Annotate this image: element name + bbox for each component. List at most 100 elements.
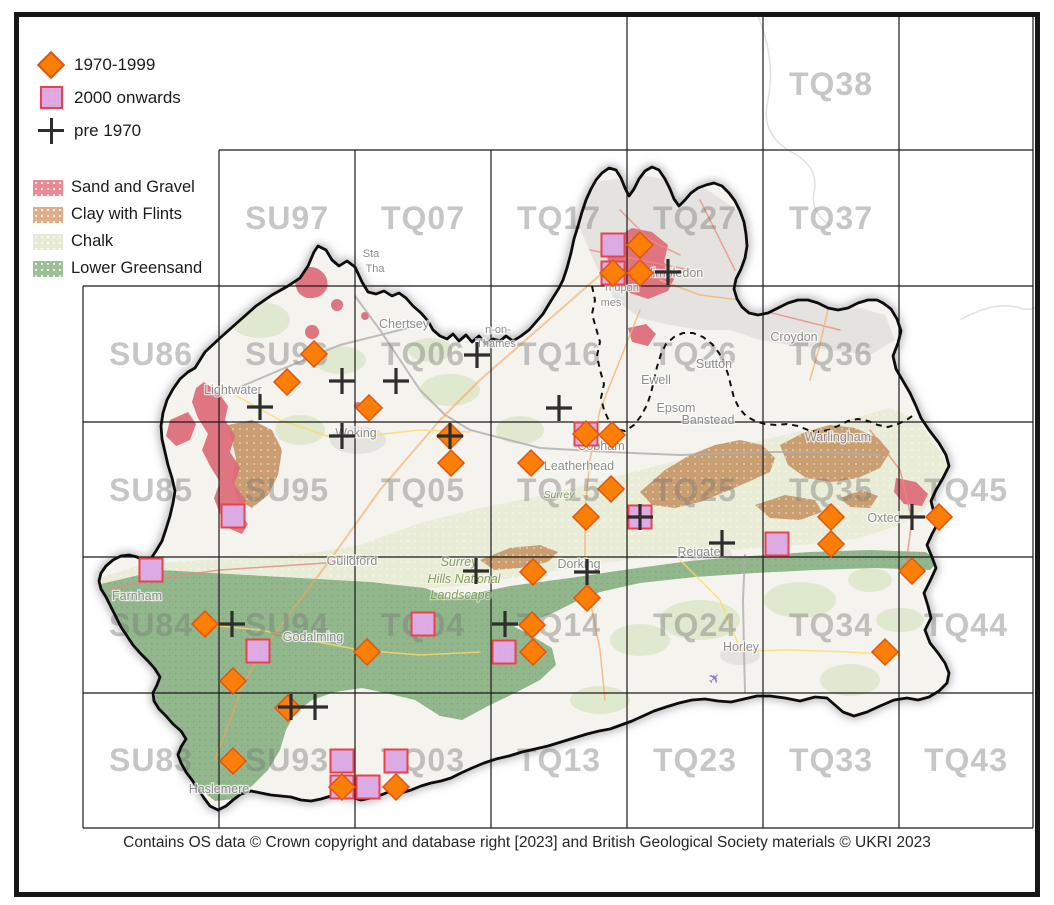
marker-diamond-1970-1999 [924,502,954,532]
marker-square-2000-onwards [220,503,246,529]
grid-square-label: TQ15 [517,472,601,508]
marker-diamond-1970-1999 [272,367,302,397]
town-label: mes [601,297,622,309]
grid-square-label: TQ27 [653,200,737,236]
grid-square-label: TQ16 [517,336,601,372]
grid-square-label: TQ34 [789,607,873,643]
sand-gravel-swatch [33,179,63,196]
town-label: Thames [476,338,516,350]
marker-square-2000-onwards [600,232,626,258]
town-label: Croydon [770,330,817,344]
cross-icon [36,117,66,144]
town-label: Hills National [428,572,502,586]
attribution-caption: Contains OS data © Crown copyright and d… [123,834,931,851]
marker-diamond-1970-1999 [218,666,248,696]
town-label: Sta [363,248,380,260]
town-label: Lightwater [204,383,262,397]
marker-square-2000-onwards [355,774,381,800]
town-labels: LightwaterChertseyWokingCobhamWimbledonE… [111,247,902,798]
legend-item-2000-onwards: 2000 onwards [36,81,181,114]
marker-diamond-1970-1999 [354,393,384,423]
greensand-swatch [33,260,63,277]
town-label: Sutton [696,357,732,371]
grid-square-label: TQ43 [924,742,1008,778]
grid-square-label: SU84 [109,607,193,643]
town-label: Leatherhead [544,459,614,473]
woodland-patches [230,302,924,714]
data-markers [138,230,954,802]
legend-label: Clay with Flints [71,205,182,223]
marker-cross-pre-1970 [655,259,681,285]
grid-square-label: SU83 [109,742,193,778]
outside-rivers [757,15,1039,321]
marker-cross-pre-1970 [574,559,600,585]
marker-diamond-1970-1999 [625,258,655,288]
grid-square-label: TQ07 [381,200,465,236]
marker-diamond-1970-1999 [597,420,627,450]
marker-cross-pre-1970 [302,694,328,720]
grid-square-label: TQ25 [653,472,737,508]
grid-square-label: SU94 [245,607,329,643]
grid-square-label: TQ35 [789,472,873,508]
marker-square-2000-onwards [410,611,436,637]
legend-label: pre 1970 [74,120,142,140]
marker-diamond-1970-1999 [190,609,220,639]
marker-diamond-1970-1999 [625,230,655,260]
marker-cross-pre-1970 [627,504,653,530]
marker-cross-pre-1970 [437,423,463,449]
chalk-swatch [33,233,63,250]
marker-diamond-1970-1999 [436,448,466,478]
diamond-icon [36,50,66,79]
marker-cross-pre-1970 [709,530,735,556]
marker-diamond-1970-1999 [571,502,601,532]
clay-with-flints-areas [228,420,890,570]
grid-square-label: SU97 [245,200,329,236]
county-outline [97,165,951,812]
legend-label: Chalk [71,232,114,250]
grid-square-label: TQ17 [517,200,601,236]
town-label: n-on- [485,324,511,336]
town-label: Haslemere [189,782,249,796]
town-label: Tha [366,263,386,275]
grid-square-label: TQ44 [924,607,1008,643]
grid-square-label: TQ06 [381,336,465,372]
town-label: Landscape [430,588,491,602]
grid-square-label: SU85 [109,472,193,508]
marker-square-2000-onwards [138,557,164,583]
town-label: Horley [723,640,760,654]
legend-item-pre-1970: pre 1970 [36,114,181,147]
marker-cross-pre-1970 [219,611,245,637]
legend-label: Sand and Gravel [71,178,195,196]
grid-lines [82,14,1034,829]
grid-square-label: TQ33 [789,742,873,778]
marker-cross-pre-1970 [278,694,304,720]
marker-diamond-1970-1999 [218,746,248,776]
clay-flints-swatch [33,206,63,223]
legend-label: 2000 onwards [74,87,181,107]
grid-square-label: SU93 [245,742,329,778]
marker-diamond-1970-1999 [571,419,601,449]
legend-label: 1970-1999 [74,54,156,74]
grid-square-label: TQ13 [517,742,601,778]
town-label: Surrey [441,555,479,569]
marker-square-2000-onwards [491,639,517,665]
marker-cross-pre-1970 [463,558,489,584]
marker-cross-pre-1970 [383,368,409,394]
marker-square-2000-onwards [383,748,409,774]
town-label: Farnham [112,589,162,603]
grid-square-label: TQ45 [924,472,1008,508]
marker-cross-pre-1970 [899,504,925,530]
geology-legend: Sand and Gravel Clay with Flints Chalk L… [33,174,202,282]
marker-cross-pre-1970 [247,394,273,420]
town-label: Surrey [544,489,576,501]
marker-diamond-1970-1999 [596,474,626,504]
town-label: Epsom [657,401,696,415]
town-label: Godalming [283,630,343,644]
marker-diamond-1970-1999 [572,583,602,613]
town-label: Banstead [682,413,735,427]
town-label: Guildford [327,554,378,568]
marker-diamond-1970-1999 [518,557,548,587]
town-label: Chertsey [379,317,430,331]
legend-item-sand-and-gravel: Sand and Gravel [33,174,202,201]
